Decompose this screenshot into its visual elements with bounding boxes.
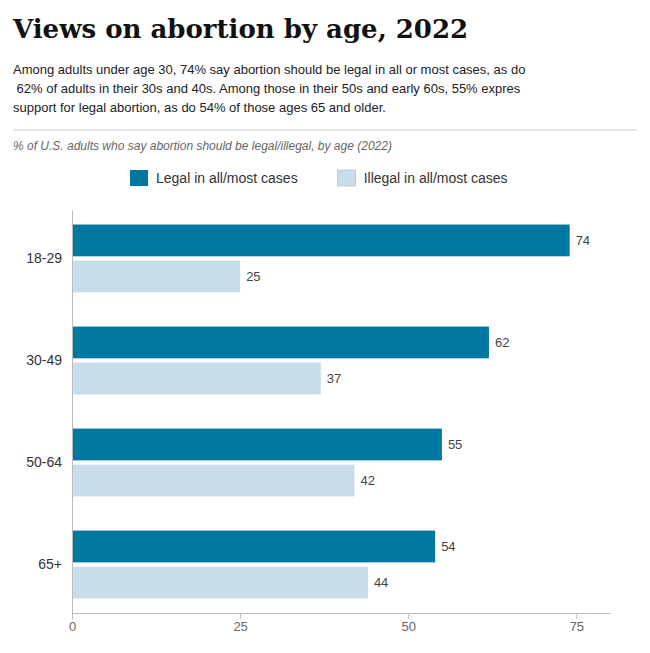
title: Views on abortion by age, 2022 <box>12 14 468 44</box>
x-tick-label: 75 <box>570 619 584 634</box>
bar <box>72 363 321 395</box>
y-tick-label: 18-29 <box>26 250 62 266</box>
separator <box>13 130 637 131</box>
y-tick: 65+ <box>38 556 62 572</box>
x-tick-label: 25 <box>233 619 247 634</box>
y-axis: 18-29 30-49 50-64 65+ <box>26 211 72 614</box>
y-tick-label: 30-49 <box>26 352 62 368</box>
axis-label: % of U.S. adults who say abortion should… <box>13 139 392 153</box>
x-tick-label: 0 <box>69 619 76 634</box>
data-label: 25 <box>246 269 260 284</box>
x-tick-mark <box>576 613 577 619</box>
bar <box>72 429 442 461</box>
legend-label: Legal in all/most cases <box>156 170 298 186</box>
x-axis: 0 25 50 75 <box>69 613 611 634</box>
bar <box>72 465 354 497</box>
bars <box>72 225 570 599</box>
data-label: 54 <box>441 539 455 554</box>
x-tick-mark <box>408 613 409 619</box>
data-label: 44 <box>374 575 388 590</box>
legend: Legal in all/most cases Illegal in all/mo… <box>130 170 508 186</box>
subtitle: support for legal abortion, as do 54% of… <box>13 100 386 115</box>
bar <box>72 327 489 359</box>
subtitle: Among adults under age 30, 74% say abort… <box>13 62 525 77</box>
y-tick-label: 65+ <box>38 556 62 572</box>
legend-swatch <box>338 170 356 186</box>
x-tick: 0 <box>69 613 76 634</box>
x-tick-label: 50 <box>402 619 416 634</box>
x-axis-line <box>73 613 611 614</box>
data-label: 62 <box>495 335 509 350</box>
x-tick-mark <box>72 613 73 619</box>
bar <box>72 531 435 563</box>
data-label: 42 <box>360 473 374 488</box>
y-tick-label: 50-64 <box>26 454 62 470</box>
x-tick-mark <box>240 613 241 619</box>
legend-item: Illegal in all/most cases <box>338 170 508 186</box>
bar <box>72 567 368 599</box>
legend-swatch <box>130 170 148 186</box>
y-tick: 18-29 <box>26 250 62 266</box>
bar <box>72 225 570 257</box>
y-tick: 50-64 <box>26 454 62 470</box>
y-axis-line <box>72 211 73 614</box>
bar <box>72 261 240 293</box>
data-label: 37 <box>327 371 341 386</box>
data-label: 55 <box>448 437 462 452</box>
subtitle: 62% of adults in their 30s and 40s. Amon… <box>13 81 521 96</box>
x-tick: 25 <box>233 613 247 634</box>
y-tick: 30-49 <box>26 352 62 368</box>
x-tick: 75 <box>570 613 584 634</box>
legend-item: Legal in all/most cases <box>130 170 298 186</box>
chart: Views on abortion by age, 2022 Among adul… <box>0 0 650 653</box>
data-label: 74 <box>576 233 590 248</box>
x-tick: 50 <box>402 613 416 634</box>
legend-label: Illegal in all/most cases <box>364 170 508 186</box>
data-labels: 74 62 55 54 25 37 42 44 <box>246 233 590 590</box>
